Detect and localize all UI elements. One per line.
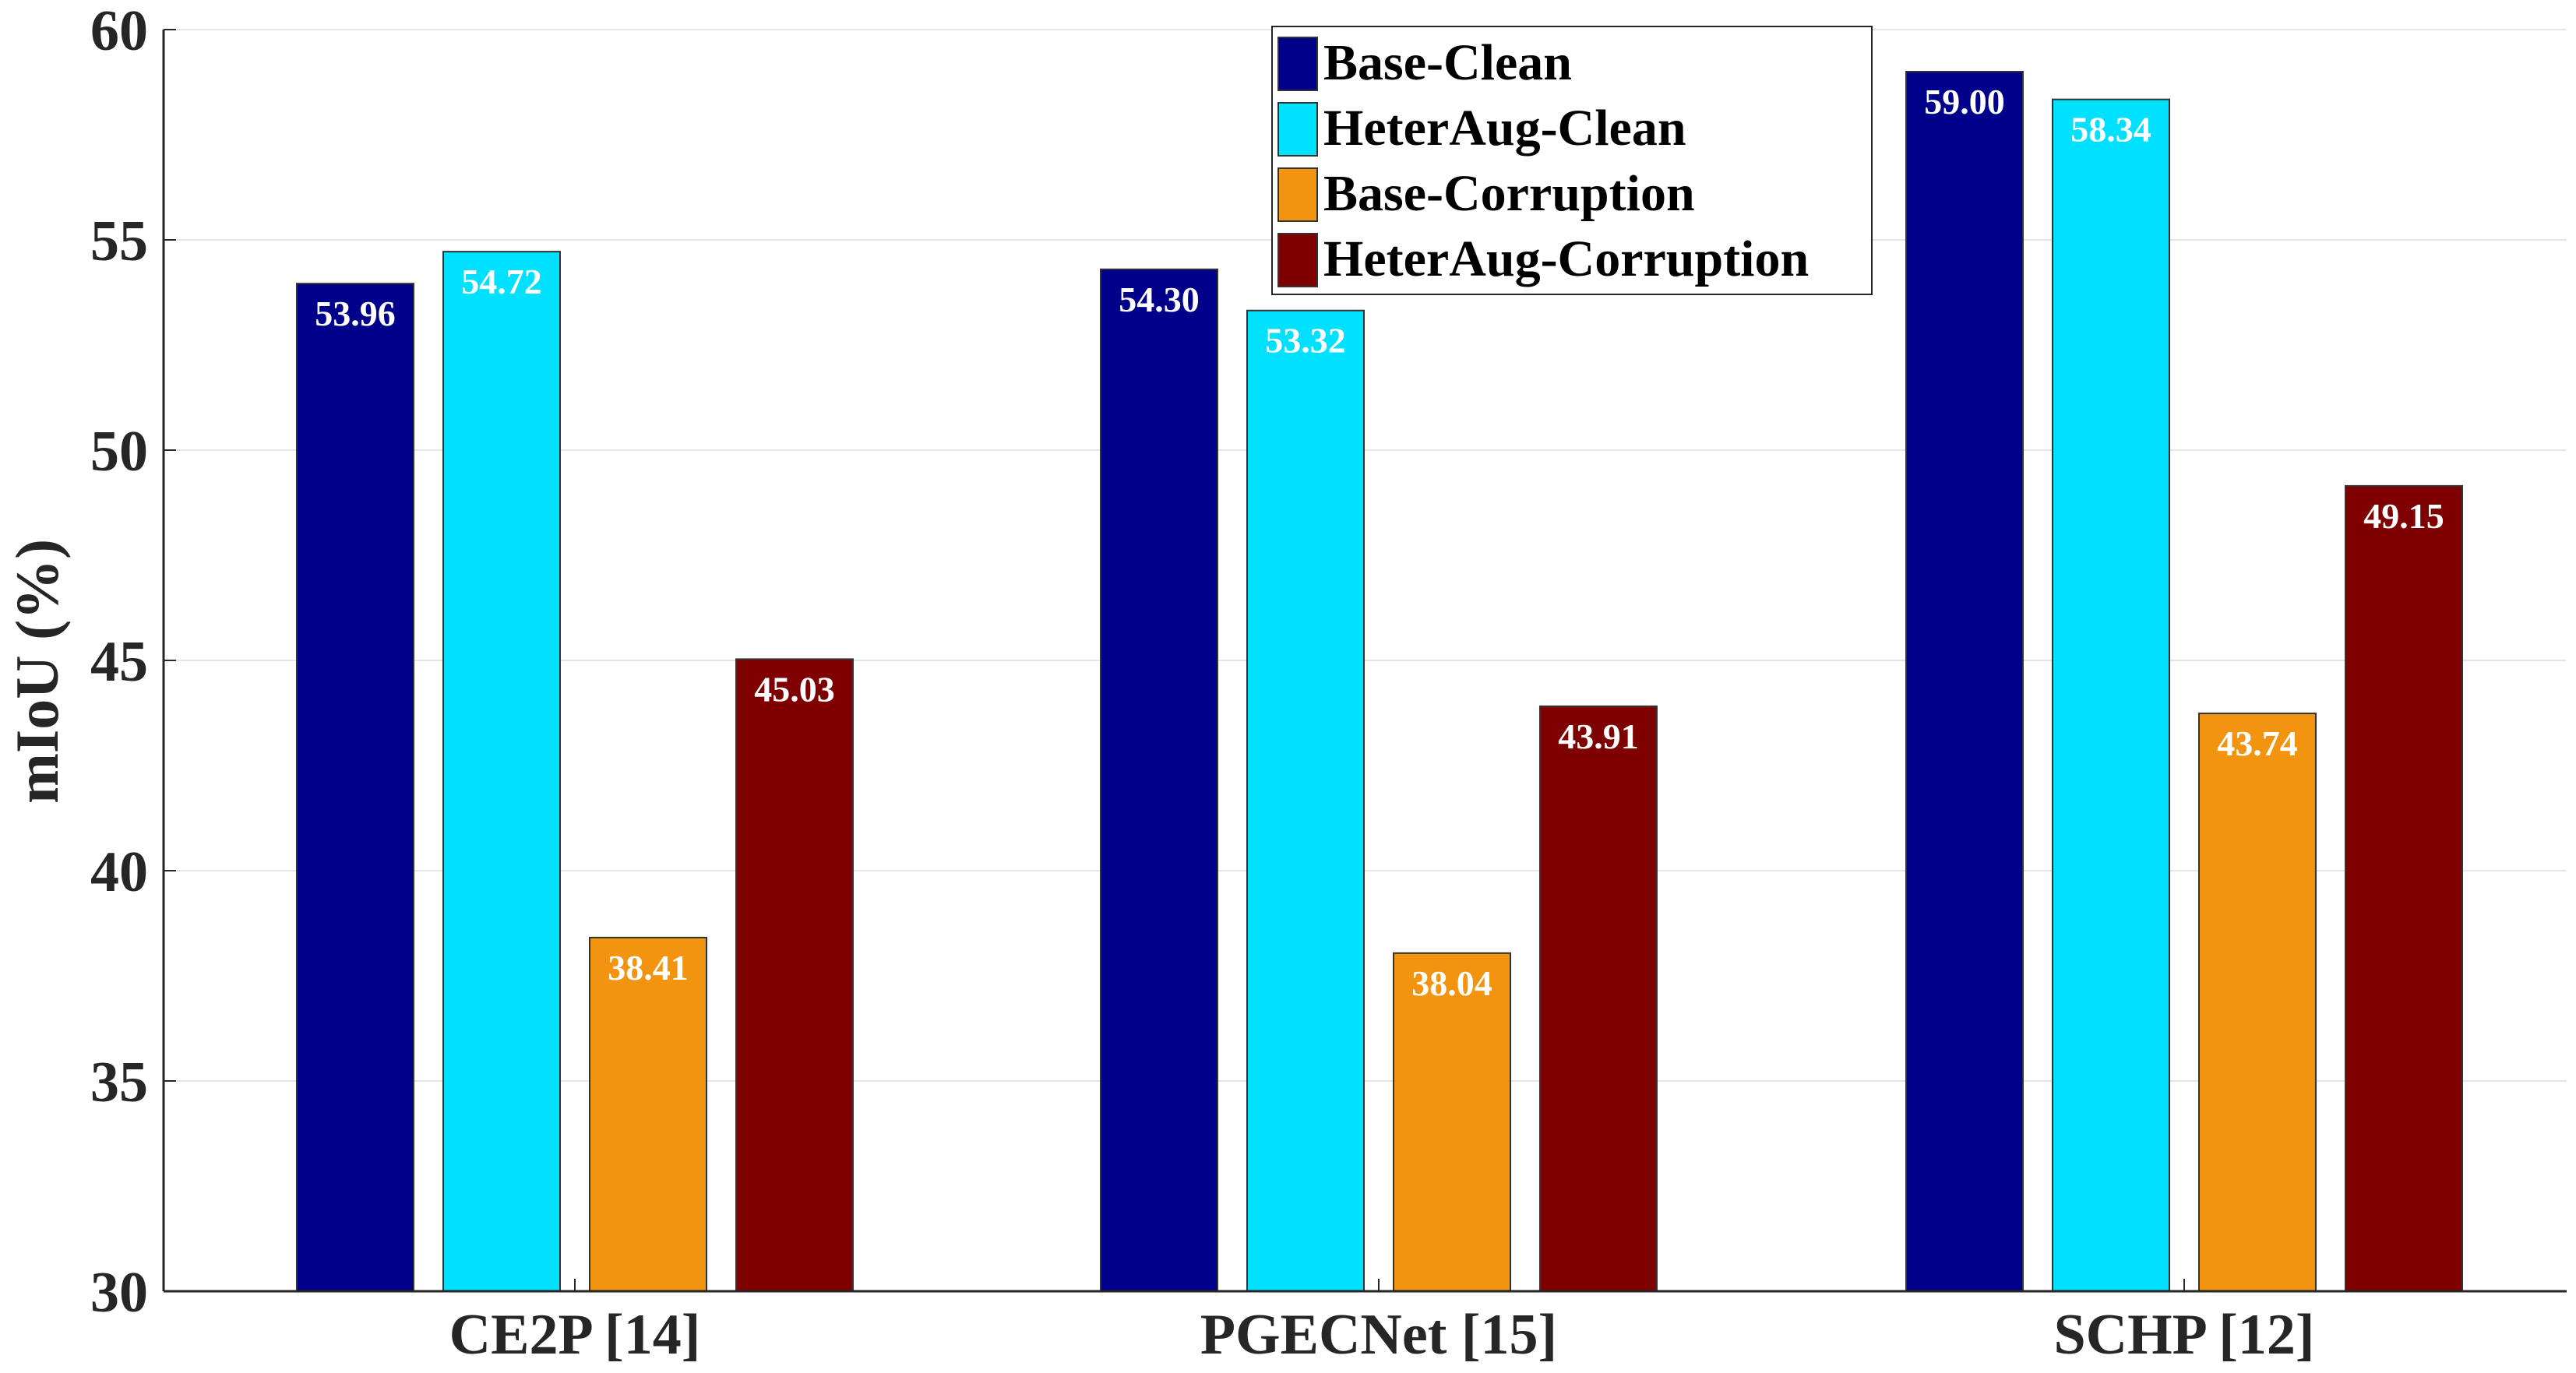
bar-value-label: 53.32 [1265,321,1346,361]
bar-base-corruption-3 [2198,713,2317,1292]
bar-heteraug-corruption-1 [735,658,854,1292]
y-axis-title: mIoU (%) [3,539,71,804]
legend-label: HeterAug-Clean [1323,100,1686,157]
bar-heteraug-corruption-3 [2345,484,2463,1292]
legend-swatch [1277,102,1318,157]
bar-value-label: 54.30 [1119,280,1200,319]
bar-value-label: 38.41 [608,948,689,988]
x-tick-label: CE2P [14] [449,1303,701,1367]
x-tick-label: PGECNet [15] [1200,1303,1557,1367]
y-tick-label: 45 [90,630,148,694]
legend-swatch [1277,233,1318,287]
legend-label: Base-Clean [1323,34,1572,91]
bar-base-corruption-1 [589,936,707,1292]
y-tick-label: 50 [90,420,148,484]
bar-base-corruption-2 [1393,952,1511,1292]
legend-label: HeterAug-Corruption [1323,231,1809,287]
bar-value-label: 54.72 [461,262,542,301]
bar-value-label: 43.91 [1558,716,1639,756]
legend: Base-Clean HeterAug-Clean Base-Corruption H… [1271,26,1873,295]
x-tick-label: SCHP [12] [2053,1303,2314,1367]
axes: 30 35 40 45 50 55 60 CE2P [14] PGECNet [15] SCHP … [90,0,2567,1367]
y-tick-label: 60 [90,0,148,63]
bar-base-clean-3 [1905,71,2024,1292]
y-tick-label: 30 [90,1261,148,1325]
y-tick-label: 35 [90,1051,148,1114]
bar-value-label: 58.34 [2070,110,2151,150]
bar-value-label: 45.03 [754,669,835,709]
bar-base-clean-2 [1100,268,1218,1292]
bar-value-label: 59.00 [1924,82,2005,121]
bar-value-label: 43.74 [2217,723,2298,763]
y-tick-label: 40 [90,840,148,904]
bars: 53.96 54.30 59.00 54.72 53.32 58.34 38.41 38.04… [296,71,2463,1293]
bar-value-label: 49.15 [2363,496,2444,536]
bar-heteraug-clean-1 [442,251,561,1292]
bar-heteraug-clean-3 [2052,98,2170,1292]
y-tick-label: 55 [90,209,148,273]
legend-box [1271,26,1873,295]
legend-swatch [1277,167,1318,222]
legend-swatch [1277,37,1318,91]
bar-heteraug-corruption-2 [1539,705,1658,1292]
bar-value-label: 53.96 [315,294,396,333]
legend-label: Base-Corruption [1323,165,1695,222]
bar-value-label: 38.04 [1411,963,1492,1003]
bar-base-clean-1 [296,283,414,1292]
bar-heteraug-clean-2 [1246,309,1365,1293]
